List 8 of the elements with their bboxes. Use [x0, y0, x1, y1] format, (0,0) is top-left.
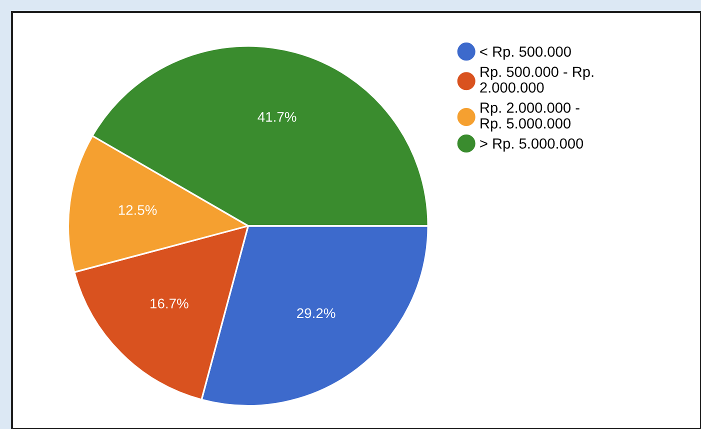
data-label: 41.7% [258, 112, 296, 122]
legend-label: > Rp. 5.000.000 [480, 138, 584, 152]
legend-label: < Rp. 500.000 [480, 46, 571, 60]
legend-label: Rp. 500.000 - Rp. 2.000.000 [480, 66, 594, 93]
data-label: 12.5% [118, 205, 157, 215]
legend-label: Rp. 2.000.000 - Rp. 5.000.000 [480, 102, 580, 132]
data-label: 16.7% [150, 298, 188, 308]
data-label: 29.2% [297, 308, 336, 318]
